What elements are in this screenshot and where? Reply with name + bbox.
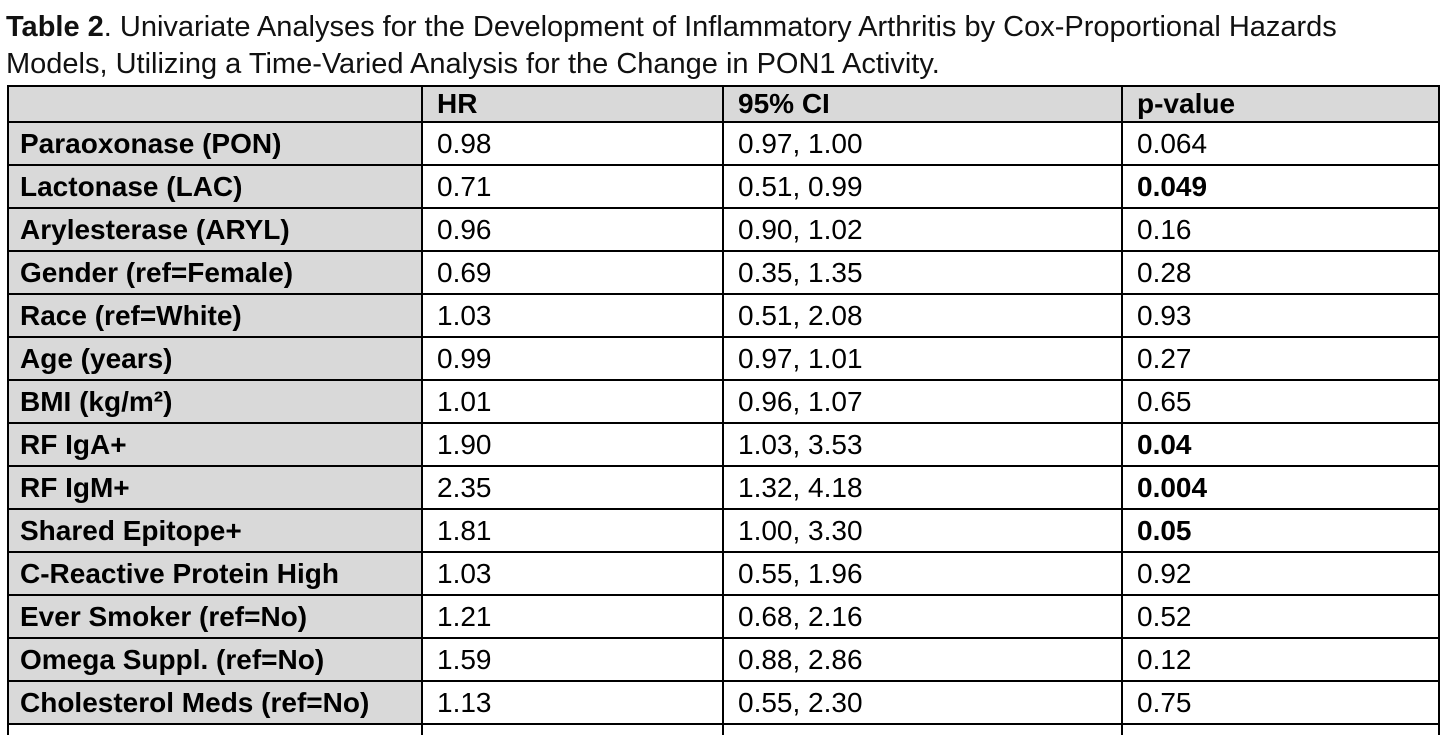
table-row-cutoff — [7, 723, 1440, 735]
pvalue-cell: 0.93 — [1121, 293, 1440, 338]
pvalue-cell: 0.064 — [1121, 121, 1440, 166]
table-row: Age (years) 0.99 0.97, 1.01 0.27 — [7, 336, 1440, 381]
ci-cell: 0.97, 1.00 — [722, 121, 1123, 166]
pvalue-cell: 0.16 — [1121, 207, 1440, 252]
table-row: Arylesterase (ARYL) 0.96 0.90, 1.02 0.16 — [7, 207, 1440, 252]
pvalue-cell: 0.05 — [1121, 508, 1440, 553]
hr-cell: 0.98 — [421, 121, 724, 166]
ci-cell: 1.03, 3.53 — [722, 422, 1123, 467]
row-label-cell: Shared Epitope+ — [7, 508, 423, 553]
pvalue-cell: 0.004 — [1121, 465, 1440, 510]
ci-cell: 0.55, 1.96 — [722, 551, 1123, 596]
table-row: Shared Epitope+ 1.81 1.00, 3.30 0.05 — [7, 508, 1440, 553]
results-table: HR 95% CI p-value Paraoxonase (PON) 0.98… — [7, 85, 1440, 735]
pvalue-cell: 0.75 — [1121, 680, 1440, 725]
hr-cell: 1.03 — [421, 551, 724, 596]
ci-cell — [722, 723, 1123, 735]
ci-cell: 0.96, 1.07 — [722, 379, 1123, 424]
header-variable-cell — [7, 85, 423, 123]
hr-cell: 1.81 — [421, 508, 724, 553]
hr-cell: 0.71 — [421, 164, 724, 209]
row-label-cell: Lactonase (LAC) — [7, 164, 423, 209]
table-row: Omega Suppl. (ref=No) 1.59 0.88, 2.86 0.… — [7, 637, 1440, 682]
hr-cell: 0.69 — [421, 250, 724, 295]
header-ci-cell: 95% CI — [722, 85, 1123, 123]
hr-cell: 1.03 — [421, 293, 724, 338]
hr-cell — [421, 723, 724, 735]
header-pvalue-cell: p-value — [1121, 85, 1440, 123]
pvalue-cell: 0.049 — [1121, 164, 1440, 209]
row-label-cell: Omega Suppl. (ref=No) — [7, 637, 423, 682]
table-row: BMI (kg/m²) 1.01 0.96, 1.07 0.65 — [7, 379, 1440, 424]
row-label-cell: Gender (ref=Female) — [7, 250, 423, 295]
hr-cell: 1.59 — [421, 637, 724, 682]
table-row: RF IgA+ 1.90 1.03, 3.53 0.04 — [7, 422, 1440, 467]
row-label-cell: Paraoxonase (PON) — [7, 121, 423, 166]
header-hr-cell: HR — [421, 85, 724, 123]
pvalue-cell: 0.04 — [1121, 422, 1440, 467]
table-row: RF IgM+ 2.35 1.32, 4.18 0.004 — [7, 465, 1440, 510]
table-row: Cholesterol Meds (ref=No) 1.13 0.55, 2.3… — [7, 680, 1440, 725]
row-label-cell: RF IgA+ — [7, 422, 423, 467]
table-row: C-Reactive Protein High 1.03 0.55, 1.96 … — [7, 551, 1440, 596]
ci-cell: 1.00, 3.30 — [722, 508, 1123, 553]
hr-cell: 0.96 — [421, 207, 724, 252]
table-row: Race (ref=White) 1.03 0.51, 2.08 0.93 — [7, 293, 1440, 338]
ci-cell: 0.88, 2.86 — [722, 637, 1123, 682]
caption-line2: Models, Utilizing a Time-Varied Analysis… — [6, 48, 940, 80]
table-caption: Table 2. Univariate Analyses for the Dev… — [0, 0, 1448, 85]
row-label-cell: Cholesterol Meds (ref=No) — [7, 680, 423, 725]
pvalue-cell: 0.92 — [1121, 551, 1440, 596]
header-row: HR 95% CI p-value — [7, 85, 1440, 123]
row-label-cell: Race (ref=White) — [7, 293, 423, 338]
ci-cell: 0.55, 2.30 — [722, 680, 1123, 725]
ci-cell: 0.68, 2.16 — [722, 594, 1123, 639]
caption-line1: . Univariate Analyses for the Developmen… — [103, 11, 1337, 43]
table-row: Paraoxonase (PON) 0.98 0.97, 1.00 0.064 — [7, 121, 1440, 166]
row-label-cell: Age (years) — [7, 336, 423, 381]
ci-cell: 1.32, 4.18 — [722, 465, 1123, 510]
ci-cell: 0.51, 0.99 — [722, 164, 1123, 209]
pvalue-cell: 0.65 — [1121, 379, 1440, 424]
table-row: Gender (ref=Female) 0.69 0.35, 1.35 0.28 — [7, 250, 1440, 295]
row-label-cell: RF IgM+ — [7, 465, 423, 510]
row-label-cell — [7, 723, 423, 735]
hr-cell: 1.13 — [421, 680, 724, 725]
caption-table-number: Table 2 — [6, 11, 104, 43]
ci-cell: 0.90, 1.02 — [722, 207, 1123, 252]
row-label-cell: Ever Smoker (ref=No) — [7, 594, 423, 639]
table-row: Ever Smoker (ref=No) 1.21 0.68, 2.16 0.5… — [7, 594, 1440, 639]
row-label-cell: BMI (kg/m²) — [7, 379, 423, 424]
pvalue-cell — [1121, 723, 1440, 735]
ci-cell: 0.35, 1.35 — [722, 250, 1123, 295]
ci-cell: 0.51, 2.08 — [722, 293, 1123, 338]
row-label-cell: C-Reactive Protein High — [7, 551, 423, 596]
hr-cell: 1.90 — [421, 422, 724, 467]
pvalue-cell: 0.27 — [1121, 336, 1440, 381]
hr-cell: 1.21 — [421, 594, 724, 639]
pvalue-cell: 0.28 — [1121, 250, 1440, 295]
hr-cell: 1.01 — [421, 379, 724, 424]
hr-cell: 0.99 — [421, 336, 724, 381]
pvalue-cell: 0.52 — [1121, 594, 1440, 639]
pvalue-cell: 0.12 — [1121, 637, 1440, 682]
row-label-cell: Arylesterase (ARYL) — [7, 207, 423, 252]
table-row: Lactonase (LAC) 0.71 0.51, 0.99 0.049 — [7, 164, 1440, 209]
hr-cell: 2.35 — [421, 465, 724, 510]
ci-cell: 0.97, 1.01 — [722, 336, 1123, 381]
